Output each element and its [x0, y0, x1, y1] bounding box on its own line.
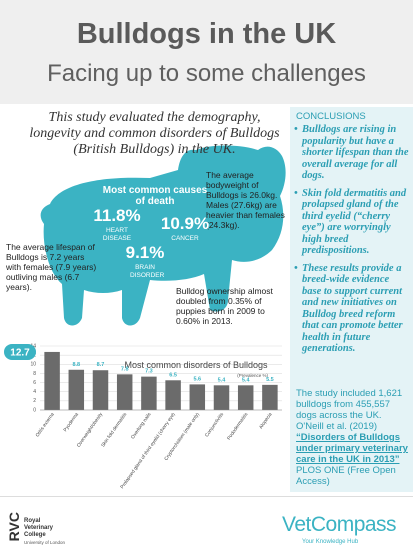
cause-label: BRAIN DISORDER	[130, 264, 165, 279]
value-label: 7.3	[145, 369, 153, 375]
x-tick-label: Otitis externa	[35, 411, 56, 438]
conclusions-list: Bulldogs are rising in popularity but ha…	[294, 124, 410, 361]
bar	[141, 376, 157, 410]
value-label: 6.5	[169, 372, 177, 378]
y-axis-label: (Prevalence %)	[237, 373, 268, 378]
x-tick-label: Conjunctivitis	[204, 411, 225, 438]
bar	[213, 385, 230, 410]
y-tick-label: 0	[33, 407, 36, 413]
y-tick-label: 4	[33, 389, 36, 395]
bodyweight-fact: The average bodyweight of Bulldogs is 26…	[206, 170, 285, 230]
conclusion: These results provide a breed-wide evide…	[294, 263, 410, 355]
value-label: 8.7	[97, 362, 105, 368]
vetcompass-logo: VetCompass	[282, 513, 397, 536]
x-tick-label: Alopecia	[258, 411, 274, 430]
bar	[237, 385, 254, 410]
rvc-name: Royal Veterinary College	[24, 518, 54, 538]
footer	[0, 496, 413, 551]
conclusion: Skin fold dermatitis and prolapsed gland…	[294, 188, 410, 257]
cause-label: CANCER	[171, 235, 199, 242]
intro-text: This study evaluated the demography, lon…	[29, 110, 280, 157]
x-tick-label: Pododermatitis	[226, 411, 250, 441]
study-link[interactable]: “Disorders of Bulldogs under primary vet…	[296, 432, 408, 465]
header	[0, 0, 413, 104]
x-tick-label: Overlong nails	[130, 411, 153, 440]
bar	[116, 374, 133, 410]
lifespan-fact: The average lifespan of Bulldogs is 7.2 …	[6, 242, 97, 292]
bar	[68, 369, 85, 410]
causes-title: Most common causes of death	[102, 185, 208, 207]
bulldog-silhouette	[40, 145, 286, 326]
study-source: PLOS ONE (Free Open Access)	[296, 465, 396, 487]
value-label: 5.4	[218, 377, 227, 383]
x-tick-label: Overweight/obesity	[76, 411, 105, 448]
ownership-fact: Bulldog ownership almost doubled from 0.…	[176, 286, 273, 326]
bar	[262, 384, 278, 410]
bar-chart: 02468101214Most common disorders of Bull…	[4, 343, 282, 490]
cause-label: HEART DISEASE	[102, 227, 132, 242]
y-tick-label: 6	[33, 380, 36, 386]
y-tick-label: 8	[33, 371, 36, 377]
title: Bulldogs in the UK	[76, 18, 337, 50]
subtitle: Facing up to some challenges	[47, 60, 366, 87]
value-badge	[4, 343, 36, 360]
value-label: 8.8	[72, 362, 80, 368]
conclusion: Bulldogs are rising in popularity but ha…	[294, 124, 410, 182]
cause-value: 9.1%	[125, 243, 165, 262]
rvc-sub: University of London	[24, 540, 66, 545]
study-text: The study included 1,621 bulldogs from 4…	[296, 388, 403, 432]
bar	[165, 380, 181, 410]
bar	[189, 384, 206, 410]
value-label: 5.4	[242, 377, 251, 383]
value-label: 5.5	[266, 377, 274, 383]
conclusions-heading: CONCLUSIONS	[296, 111, 366, 122]
value-label: 7.8	[121, 366, 129, 372]
tagline: Your Knowledge Hub	[302, 539, 359, 545]
value-label: 5.6	[193, 376, 201, 382]
study-info: The study included 1,621 bulldogs from 4…	[296, 388, 408, 487]
bar	[44, 351, 60, 410]
bulldog-graphic	[40, 145, 286, 326]
cause-value: 11.8%	[93, 206, 141, 225]
y-tick-label: 10	[30, 362, 36, 368]
value-label: 12.7	[10, 348, 30, 359]
chart-title: Most common disorders of Bulldogs	[124, 360, 268, 370]
cause-value: 10.9%	[160, 214, 210, 233]
bar	[92, 370, 109, 410]
x-tick-label: Pyoderma	[62, 411, 80, 433]
x-tick-label: Prolapsed gland of third eyelid (cherry …	[119, 411, 177, 490]
x-tick-label: Skin fold dermatitis	[100, 411, 129, 448]
rvc-logo: RVC	[6, 512, 22, 542]
y-tick-label: 2	[33, 398, 36, 404]
